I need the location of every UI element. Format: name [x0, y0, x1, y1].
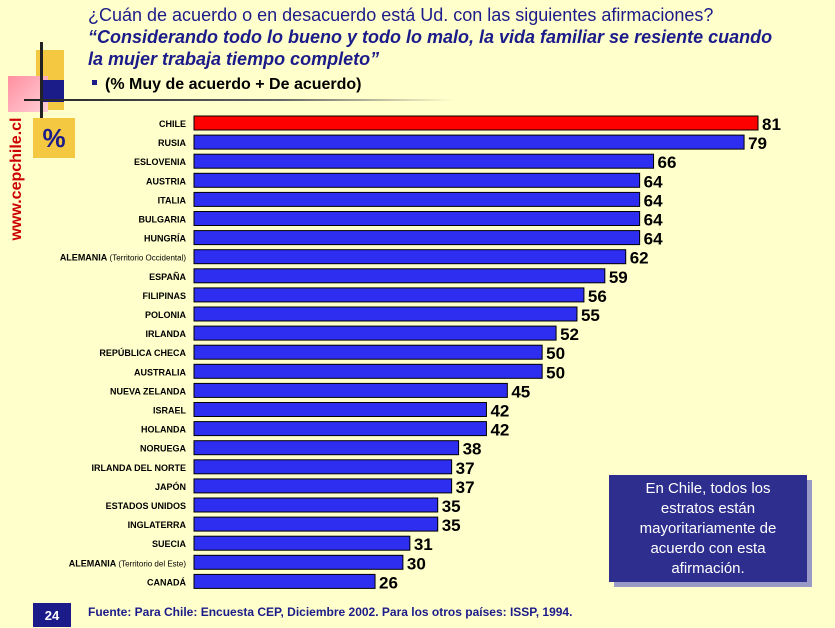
category-label-0: CHILE	[159, 119, 186, 129]
subtitle-text: (% Muy de acuerdo + De acuerdo)	[105, 76, 362, 93]
category-label-19: JAPÓN	[155, 481, 186, 492]
bar-9	[193, 287, 585, 303]
bar-19	[193, 478, 453, 494]
value-label-14: 45	[511, 382, 530, 401]
logo-square-navy	[40, 80, 64, 102]
value-label-13: 50	[546, 363, 565, 382]
category-label-5: BULGARIA	[139, 215, 187, 225]
category-label-3: AUSTRIA	[146, 176, 186, 186]
category-label-16: HOLANDA	[141, 425, 186, 435]
value-label-9: 56	[588, 287, 607, 306]
bar-7	[193, 249, 627, 265]
value-label-1: 79	[748, 134, 767, 153]
bar-23	[193, 554, 404, 570]
bar-17	[193, 440, 460, 456]
bar-11	[193, 325, 557, 341]
category-label-20: ESTADOS UNIDOS	[106, 501, 186, 511]
value-label-11: 52	[560, 325, 579, 344]
bar-2	[193, 153, 655, 169]
category-label-17: NORUEGA	[140, 444, 187, 454]
page-number: 24	[33, 603, 71, 627]
chart-subtitle: (% Muy de acuerdo + De acuerdo)	[92, 76, 362, 94]
value-label-8: 59	[609, 268, 628, 287]
category-label-7: ALEMANIA (Territorio Occidental)	[60, 253, 187, 263]
category-label-24: CANADÁ	[147, 577, 186, 587]
value-label-6: 64	[644, 230, 663, 249]
bar-14	[193, 382, 508, 398]
bar-12	[193, 344, 543, 360]
header-divider	[24, 99, 454, 101]
value-label-7: 62	[630, 249, 649, 268]
category-label-2: ESLOVENIA	[134, 157, 187, 167]
category-label-12: REPÚBLICA CHECA	[99, 347, 186, 358]
category-label-8: ESPAÑA	[149, 272, 186, 282]
value-label-24: 26	[379, 573, 398, 592]
bar-3	[193, 172, 641, 188]
bar-15	[193, 402, 487, 417]
category-label-22: SUECIA	[152, 539, 187, 549]
category-label-21: INGLATERRA	[128, 520, 187, 530]
value-label-15: 42	[490, 402, 509, 421]
percent-badge: %	[33, 118, 75, 158]
source-text: Fuente: Para Chile: Encuesta CEP, Diciem…	[88, 605, 573, 619]
value-label-22: 31	[414, 535, 433, 554]
value-label-10: 55	[581, 306, 600, 325]
bullet-icon	[92, 80, 97, 86]
quote-text: “Considerando todo lo bueno y todo lo ma…	[88, 27, 773, 69]
bar-24	[193, 573, 376, 589]
value-label-3: 64	[644, 172, 663, 191]
logo-vertical-line	[40, 42, 43, 142]
value-label-17: 38	[463, 440, 482, 459]
callout-note: En Chile, todos los estratos están mayor…	[609, 475, 807, 582]
bar-5	[193, 211, 641, 226]
bar-10	[193, 306, 578, 322]
value-label-0: 81	[762, 115, 781, 134]
bar-13	[193, 363, 543, 379]
value-label-23: 30	[407, 554, 426, 573]
bar-22	[193, 535, 411, 551]
category-label-9: FILIPINAS	[142, 291, 186, 301]
value-label-4: 64	[644, 191, 663, 210]
value-label-19: 37	[456, 478, 475, 497]
bar-20	[193, 497, 439, 513]
bar-4	[193, 191, 641, 207]
category-label-23: ALEMANIA (Territorio del Este)	[69, 558, 187, 568]
value-label-18: 37	[456, 459, 475, 478]
category-label-18: IRLANDA DEL NORTE	[92, 463, 187, 473]
category-label-6: HUNGRÍA	[144, 234, 186, 244]
value-label-2: 66	[658, 153, 677, 172]
category-label-15: ISRAEL	[153, 406, 187, 416]
category-label-4: ITALIA	[158, 195, 187, 205]
bar-18	[193, 459, 453, 475]
bar-6	[193, 230, 641, 246]
bar-21	[193, 516, 439, 532]
category-label-1: RUSIA	[158, 138, 187, 148]
bar-0	[193, 115, 759, 131]
bar-1	[193, 134, 745, 150]
value-label-12: 50	[546, 344, 565, 363]
category-label-14: NUEVA ZELANDA	[110, 386, 186, 396]
category-label-11: IRLANDA	[146, 329, 187, 339]
value-label-5: 64	[644, 211, 663, 230]
value-label-21: 35	[442, 516, 461, 535]
category-label-13: AUSTRALIA	[134, 367, 186, 377]
question-text: ¿Cuán de acuerdo o en desacuerdo está Ud…	[88, 5, 714, 25]
bar-16	[193, 421, 487, 437]
logo-decoration	[0, 0, 90, 170]
value-label-20: 35	[442, 497, 461, 516]
value-label-16: 42	[490, 421, 509, 440]
category-label-10: POLONIA	[145, 310, 187, 320]
bar-8	[193, 268, 606, 284]
